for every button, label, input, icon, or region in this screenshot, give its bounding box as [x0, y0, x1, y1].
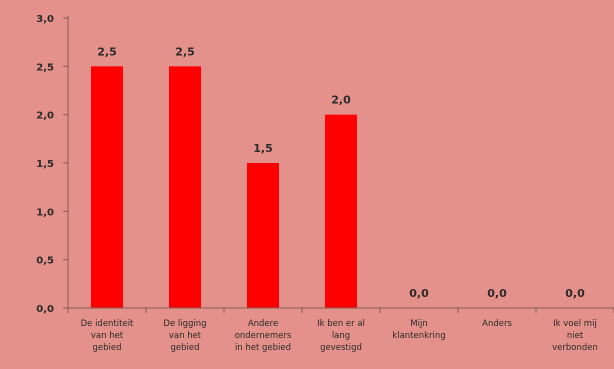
data-label: 1,5 — [253, 142, 273, 155]
bar — [169, 66, 201, 308]
data-label: 0,0 — [487, 287, 507, 300]
y-tick-label: 2,0 — [36, 111, 54, 122]
data-labels: 2,5 2,5 1,5 2,0 0,0 0,0 0,0 — [97, 45, 585, 300]
y-tick-label: 3,0 — [36, 14, 54, 25]
x-category-label: Anders — [482, 319, 512, 329]
x-category-label-line: gevestigd — [320, 343, 362, 353]
x-category-label-line: verbonden — [552, 343, 598, 353]
y-tick-label: 0,0 — [36, 304, 54, 315]
x-category-label-line: ondernemers — [235, 331, 292, 341]
x-category-label-line: De ligging — [163, 319, 206, 329]
x-category-label: De identiteit van het gebied — [81, 319, 134, 353]
bar — [91, 66, 123, 308]
data-label: 2,0 — [331, 94, 351, 107]
axes — [67, 16, 614, 313]
x-category-label: Andere ondernemers in het gebied — [235, 319, 292, 353]
x-category-label-line: Ik voel mij — [553, 319, 597, 329]
x-category-label-line: in het gebied — [235, 343, 291, 353]
x-category-label-line: niet — [567, 331, 584, 341]
x-category-label-line: gebied — [92, 343, 121, 353]
x-category-label-line: gebied — [170, 343, 199, 353]
data-label: 0,0 — [409, 287, 429, 300]
y-tick-label: 1,5 — [36, 159, 54, 170]
x-category-label-line: Mijn — [410, 319, 427, 329]
x-category-label: De ligging van het gebied — [163, 319, 206, 353]
bar — [325, 114, 357, 309]
x-category-label: Ik ben er al lang gevestigd — [317, 319, 365, 353]
y-tick-label: 1,0 — [36, 207, 54, 218]
y-tick-label: 0,5 — [36, 256, 54, 267]
category-labels: De identiteit van het gebied De ligging van … — [81, 319, 598, 353]
data-label: 2,5 — [175, 45, 195, 58]
x-category-label: Mijn klantenkring — [392, 319, 445, 341]
data-label: 0,0 — [565, 287, 585, 300]
y-axis-ticks: 0,0 0,5 1,0 1,5 2,0 2,5 3,0 — [36, 14, 68, 315]
x-category-label-line: van het — [91, 331, 124, 341]
x-category-label-line: De identiteit — [81, 319, 134, 329]
x-category-label: Ik voel mij niet verbonden — [552, 319, 598, 353]
x-category-label-line: lang — [332, 331, 350, 341]
x-category-label-line: Anders — [482, 319, 512, 329]
x-category-label-line: van het — [169, 331, 202, 341]
y-tick-label: 2,5 — [36, 62, 54, 73]
data-label: 2,5 — [97, 45, 117, 58]
bar — [247, 163, 279, 308]
bar-series — [91, 66, 357, 309]
x-category-label-line: Andere — [248, 319, 278, 329]
x-category-label-line: klantenkring — [392, 331, 445, 341]
x-category-label-line: Ik ben er al — [317, 319, 365, 329]
